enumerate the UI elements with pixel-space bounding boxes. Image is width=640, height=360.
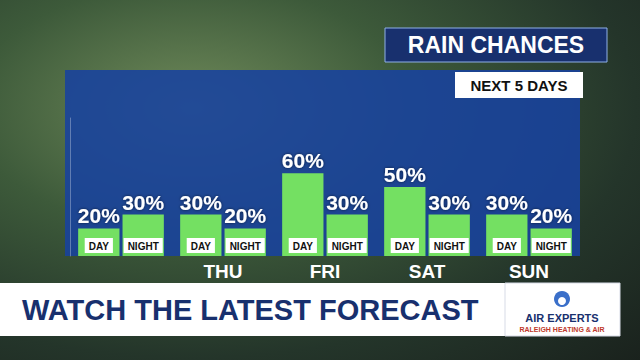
- svg-text:DAY: DAY: [191, 241, 212, 252]
- svg-text:AIR EXPERTS: AIR EXPERTS: [525, 312, 598, 324]
- svg-text:NIGHT: NIGHT: [230, 241, 261, 252]
- svg-text:20%: 20%: [530, 204, 572, 227]
- svg-text:THU: THU: [203, 261, 242, 282]
- svg-text:DAY: DAY: [293, 241, 314, 252]
- svg-text:30%: 30%: [486, 191, 528, 214]
- svg-text:NEXT 5 DAYS: NEXT 5 DAYS: [471, 77, 568, 94]
- svg-text:DAY: DAY: [395, 241, 416, 252]
- svg-text:NIGHT: NIGHT: [536, 241, 567, 252]
- svg-text:FRI: FRI: [310, 261, 341, 282]
- svg-text:RALEIGH HEATING & AIR: RALEIGH HEATING & AIR: [519, 326, 604, 333]
- svg-text:30%: 30%: [122, 191, 164, 214]
- svg-text:DAY: DAY: [89, 241, 110, 252]
- svg-text:DAY: DAY: [497, 241, 518, 252]
- svg-text:SUN: SUN: [509, 261, 549, 282]
- svg-text:20%: 20%: [78, 204, 120, 227]
- svg-text:NIGHT: NIGHT: [332, 241, 363, 252]
- svg-text:RAIN CHANCES: RAIN CHANCES: [408, 32, 584, 58]
- svg-text:WATCH THE LATEST FORECAST: WATCH THE LATEST FORECAST: [22, 294, 479, 326]
- svg-text:50%: 50%: [384, 163, 426, 186]
- svg-text:20%: 20%: [224, 204, 266, 227]
- svg-text:30%: 30%: [326, 191, 368, 214]
- svg-text:30%: 30%: [428, 191, 470, 214]
- svg-text:60%: 60%: [282, 149, 324, 172]
- svg-text:NIGHT: NIGHT: [434, 241, 465, 252]
- svg-text:SAT: SAT: [409, 261, 446, 282]
- svg-text:30%: 30%: [180, 191, 222, 214]
- svg-text:NIGHT: NIGHT: [128, 241, 159, 252]
